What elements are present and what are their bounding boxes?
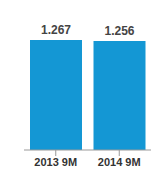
svg-text:2014 9M: 2014 9M — [98, 156, 141, 168]
svg-text:2013 9M: 2013 9M — [34, 156, 77, 168]
svg-text:1.256: 1.256 — [104, 24, 134, 38]
svg-text:1.267: 1.267 — [41, 23, 71, 37]
